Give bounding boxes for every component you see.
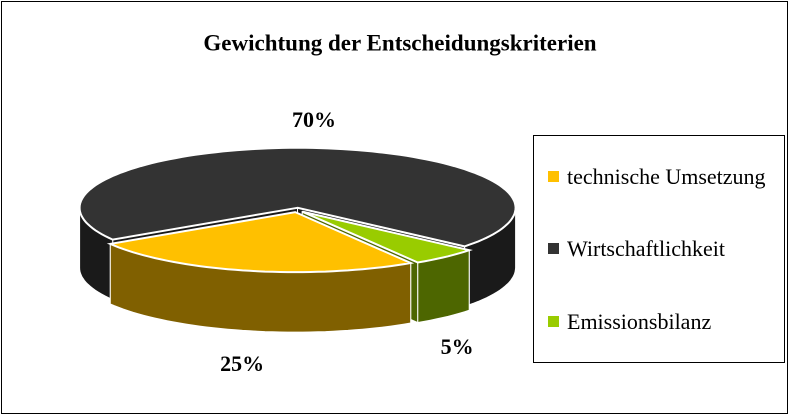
- legend-entry: technische Umsetzung: [534, 163, 784, 190]
- pie-slice: [78, 146, 517, 248]
- pie-slice: [301, 210, 473, 264]
- legend-swatch: [548, 170, 559, 182]
- pie-slice: [106, 211, 415, 274]
- legend: technische Umsetzung Wirtschaftlichkeit Em…: [533, 135, 785, 363]
- data-label: 70%: [292, 107, 336, 132]
- legend-label: technische Umsetzung: [567, 163, 766, 189]
- data-label: 5%: [441, 334, 474, 359]
- chart-title: Gewichtung der Entscheidungskriterien: [203, 30, 596, 55]
- legend-label: Wirtschaftlichkeit: [567, 236, 725, 262]
- legend-entry: Wirtschaftlichkeit: [534, 235, 784, 262]
- legend-label: Emissionsbilanz: [567, 309, 712, 335]
- legend-entry: Emissionsbilanz: [534, 308, 784, 335]
- legend-swatch: [548, 316, 559, 328]
- data-label: 25%: [220, 351, 264, 376]
- legend-swatch: [548, 243, 559, 255]
